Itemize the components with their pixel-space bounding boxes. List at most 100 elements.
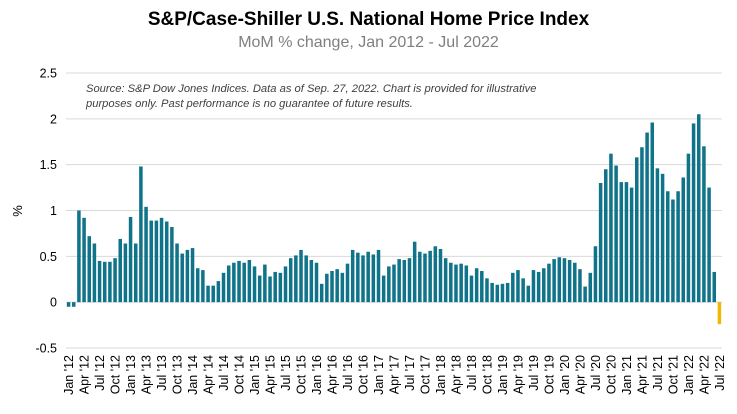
bar: [92, 243, 97, 303]
bar: [350, 249, 355, 303]
x-tick-label: Jan '21: [620, 355, 634, 395]
x-tick-label: Jul '19: [527, 355, 541, 391]
x-tick-label: Oct '16: [357, 355, 371, 394]
bar: [381, 275, 386, 303]
x-tick-label: Jul '22: [713, 355, 727, 391]
bar: [335, 269, 339, 303]
bar: [433, 246, 438, 303]
x-tick-label: Apr '17: [388, 355, 402, 394]
bar: [133, 243, 138, 303]
bar: [485, 278, 489, 303]
bar: [361, 255, 365, 303]
x-tick-label: Jul '20: [589, 355, 603, 391]
bar: [536, 271, 541, 303]
bar: [604, 169, 608, 303]
y-tick-label: 1: [50, 204, 57, 218]
bar: [567, 260, 572, 303]
bar: [211, 285, 215, 303]
bar: [505, 282, 510, 303]
bar: [221, 272, 226, 303]
bar: [113, 258, 117, 303]
x-tick-label: Jan '22: [682, 355, 696, 395]
bar: [257, 275, 262, 303]
x-tick-label: Oct '14: [233, 355, 247, 394]
bar: [562, 258, 567, 303]
bar: [118, 238, 122, 303]
bar: [660, 173, 665, 303]
bar: [542, 268, 546, 303]
bar: [624, 182, 629, 303]
bar: [702, 146, 706, 303]
bar: [87, 236, 91, 303]
bar: [159, 217, 164, 303]
x-tick-label: Jan '14: [186, 355, 200, 395]
y-axis-label: %: [10, 205, 25, 217]
bar: [407, 258, 412, 303]
bar: [356, 252, 360, 303]
y-tick-label: 1.5: [40, 158, 57, 172]
x-axis: Jan '12 Apr '12 Jul '12 Oct '12 Jan '13 Apr '…: [62, 355, 727, 395]
bar: [108, 261, 112, 303]
bar: [428, 250, 432, 303]
bar: [195, 268, 200, 303]
y-tick-label: 0: [50, 296, 57, 310]
bar: [294, 255, 298, 303]
x-tick-label: Jul '18: [465, 355, 479, 391]
bar: [278, 272, 283, 303]
bar: [180, 253, 184, 303]
bar: [319, 283, 324, 303]
bar: [330, 271, 334, 303]
x-tick-label: Apr '21: [635, 355, 649, 394]
bar: [252, 266, 257, 303]
bar: [526, 285, 531, 303]
y-tick-label: 2.5: [40, 67, 57, 81]
bar: [619, 182, 624, 303]
bar: [423, 253, 427, 303]
bar: [443, 258, 448, 303]
x-tick-label: Oct '18: [480, 355, 494, 394]
bar: [469, 275, 474, 303]
bar: [201, 270, 205, 303]
x-tick-label: Apr '22: [697, 355, 711, 394]
bar: [71, 302, 76, 307]
y-axis: -0.5 0 0.5 1 1.5 2 2.5: [35, 67, 57, 356]
bar: [691, 123, 696, 303]
bar: [144, 206, 148, 303]
bar: [263, 264, 267, 303]
gridlines: [66, 72, 722, 349]
x-tick-label: Apr '20: [573, 355, 587, 394]
x-tick-label: Jul '14: [217, 355, 231, 391]
bar-highlight: [717, 302, 722, 325]
bar: [454, 264, 458, 303]
x-tick-label: Jan '16: [310, 355, 324, 395]
x-tick-label: Jul '16: [341, 355, 355, 391]
bar: [345, 263, 350, 303]
bar: [418, 251, 422, 303]
bar: [614, 165, 618, 303]
bar: [707, 187, 711, 303]
bar: [185, 249, 190, 303]
bar: [376, 249, 381, 303]
bar: [242, 262, 246, 303]
bar: [412, 241, 417, 303]
x-tick-label: Jul '13: [155, 355, 169, 391]
bar: [645, 132, 649, 303]
bar: [495, 284, 500, 303]
bar: [449, 262, 453, 303]
bar: [247, 260, 252, 303]
bar: [557, 257, 562, 303]
x-tick-label: Apr '14: [202, 355, 216, 394]
bar: [77, 210, 81, 303]
y-tick-label: 0.5: [40, 250, 57, 264]
x-tick-label: Jan '12: [62, 355, 76, 395]
bar: [149, 220, 153, 303]
bar: [629, 187, 634, 303]
x-tick-label: Jan '17: [372, 355, 386, 395]
bar: [299, 249, 303, 303]
bar: [164, 221, 169, 303]
bar: [371, 254, 376, 303]
x-tick-label: Apr '16: [326, 355, 340, 394]
bar: [676, 191, 680, 303]
bar: [288, 258, 293, 303]
bar: [314, 262, 319, 303]
